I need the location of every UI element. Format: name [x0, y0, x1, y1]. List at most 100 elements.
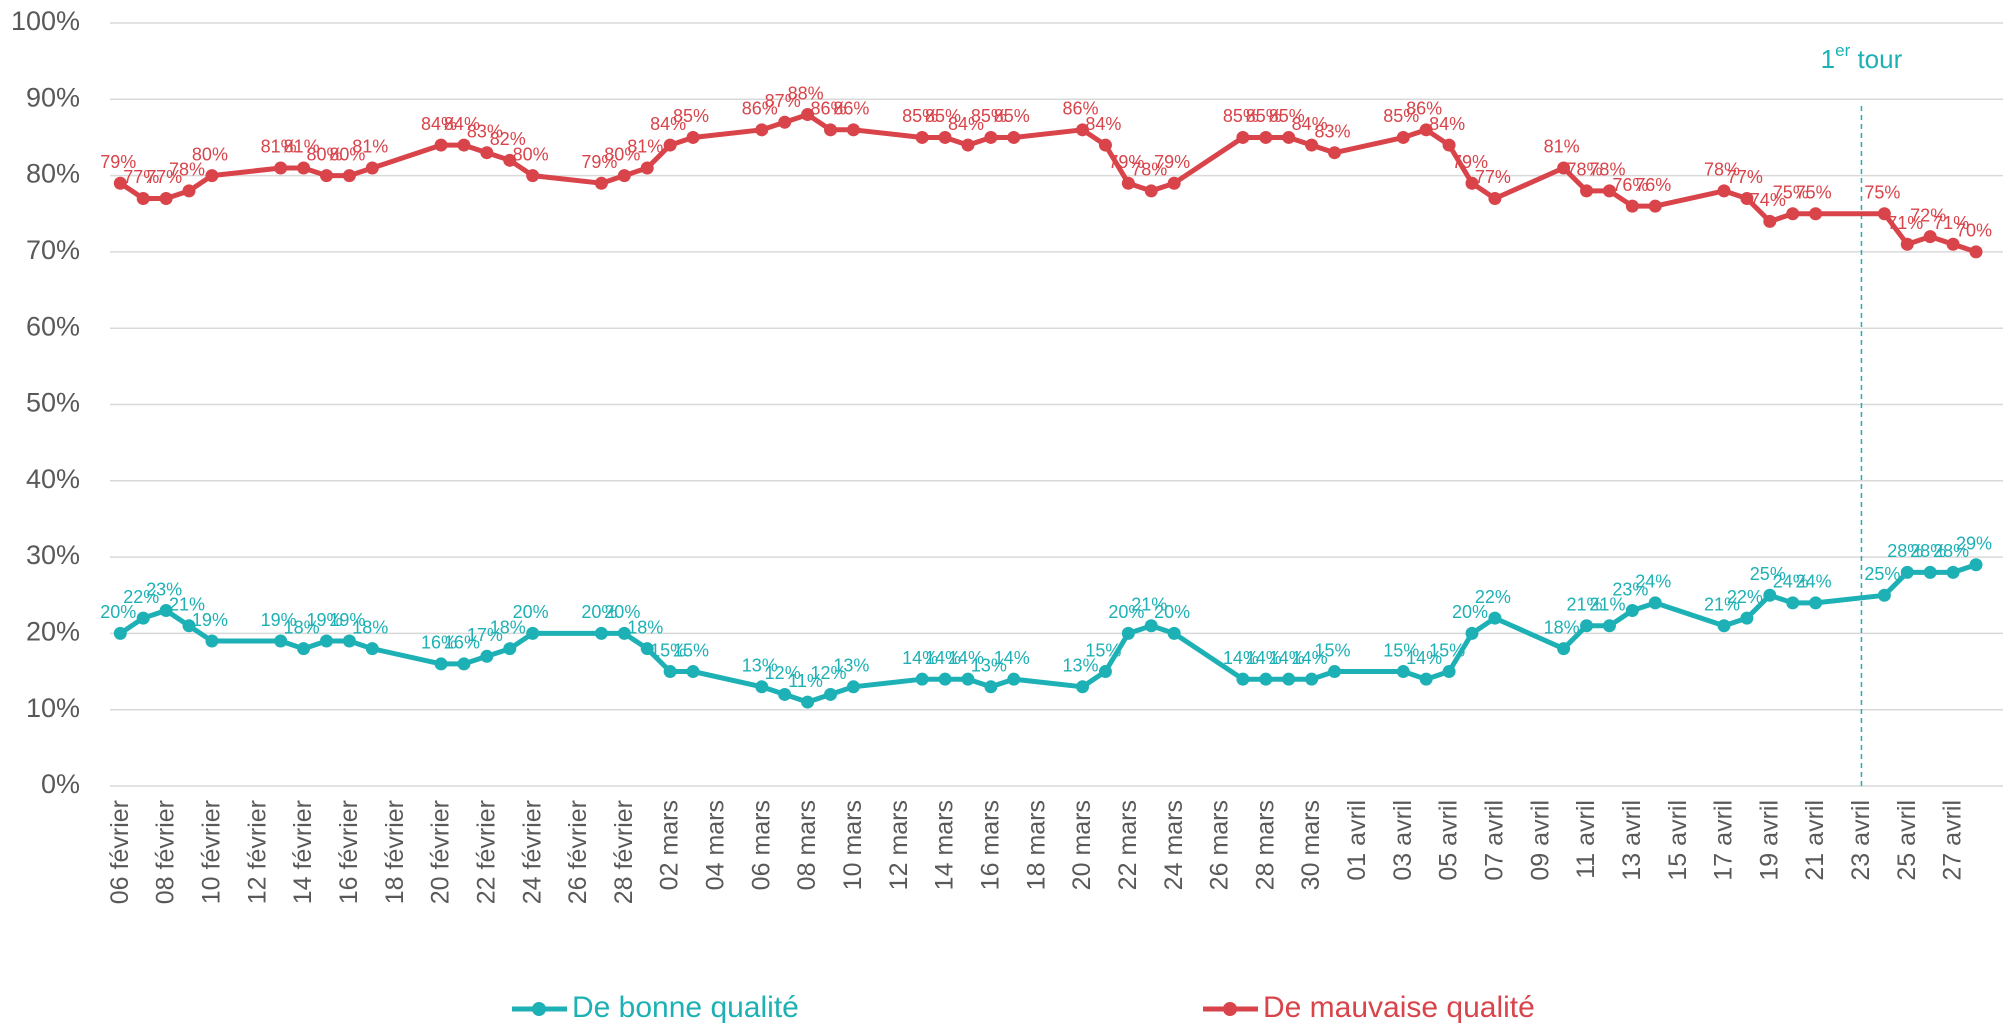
point [480, 146, 494, 160]
data-label: 18% [490, 617, 526, 637]
y-tick-label: 10% [26, 693, 80, 723]
point [159, 604, 173, 618]
data-label: 24% [1796, 572, 1832, 592]
data-label: 78% [169, 160, 205, 180]
data-label: 14% [1223, 648, 1259, 668]
data-label: 22% [1475, 587, 1511, 607]
y-tick-label: 20% [26, 617, 80, 647]
point [1167, 626, 1181, 640]
data-label: 18% [627, 617, 663, 637]
point [1969, 245, 1983, 259]
x-tick-label: 08 mars [793, 800, 821, 890]
x-tick-label: 17 avril [1710, 800, 1738, 881]
data-label: 16% [444, 633, 480, 653]
data-label: 81% [284, 137, 320, 157]
point [1625, 604, 1639, 618]
point [1236, 130, 1250, 144]
point [1786, 596, 1800, 610]
point [1007, 130, 1021, 144]
point [526, 169, 540, 183]
x-tick-label: 18 février [381, 800, 409, 904]
data-label: 14% [1269, 648, 1305, 668]
x-tick-label: 12 février [243, 800, 271, 904]
data-label: 86% [833, 99, 869, 119]
data-label: 83% [467, 121, 503, 141]
data-label: 18% [352, 617, 388, 637]
data-label: 77% [1727, 167, 1763, 187]
point [824, 687, 838, 701]
data-label: 81% [1544, 137, 1580, 157]
annotation-text: 1 [1821, 44, 1835, 74]
data-label: 20% [1452, 602, 1488, 622]
point [1488, 611, 1502, 625]
data-label: 21% [1131, 595, 1167, 615]
y-tick-label: 70% [26, 235, 80, 265]
point [457, 138, 471, 152]
data-label: 85% [1223, 106, 1259, 126]
point [640, 642, 654, 656]
point [1809, 207, 1823, 221]
x-tick-label: 08 février [152, 800, 180, 904]
point [801, 108, 815, 122]
data-label: 22% [1727, 587, 1763, 607]
x-tick-label: 20 mars [1068, 800, 1096, 890]
point [1419, 123, 1433, 137]
point [1167, 176, 1181, 190]
x-tick-label: 16 mars [976, 800, 1004, 890]
point [663, 138, 677, 152]
legend-label: De bonne qualité [572, 991, 799, 1024]
point [1121, 176, 1135, 190]
data-label: 85% [902, 106, 938, 126]
data-label: 75% [1773, 183, 1809, 203]
data-label: 24% [1635, 572, 1671, 592]
data-label: 79% [100, 152, 136, 172]
data-label: 84% [1085, 114, 1121, 134]
x-tick-label: 28 mars [1251, 800, 1279, 890]
point [1282, 130, 1296, 144]
point [1076, 680, 1090, 694]
data-label: 13% [742, 656, 778, 676]
point [1969, 558, 1983, 572]
point [938, 672, 952, 686]
data-label: 79% [1108, 152, 1144, 172]
point [1442, 138, 1456, 152]
point [961, 138, 975, 152]
point [1602, 184, 1616, 198]
data-label: 21% [1567, 595, 1603, 615]
y-tick-label: 100% [11, 6, 80, 36]
point [1488, 191, 1502, 205]
point [755, 680, 769, 694]
data-label: 20% [1108, 602, 1144, 622]
data-label: 15% [1085, 640, 1121, 660]
x-tick-label: 24 mars [1160, 800, 1188, 890]
annotation: 1er tour [1821, 41, 1903, 73]
point [1419, 672, 1433, 686]
point [1236, 672, 1250, 686]
point [1396, 130, 1410, 144]
point [1946, 565, 1960, 579]
data-label: 77% [123, 167, 159, 187]
data-label: 85% [1246, 106, 1282, 126]
data-label: 25% [1750, 564, 1786, 584]
data-label: 83% [1315, 121, 1351, 141]
annotation-superscript: er [1835, 41, 1850, 60]
data-label: 23% [146, 579, 182, 599]
y-tick-label: 90% [26, 82, 80, 112]
point [136, 191, 150, 205]
data-label: 20% [1154, 602, 1190, 622]
data-label: 81% [261, 137, 297, 157]
point [984, 130, 998, 144]
data-label: 14% [994, 648, 1030, 668]
x-tick-label: 30 mars [1297, 800, 1325, 890]
x-tick-label: 23 avril [1847, 800, 1875, 881]
data-label: 21% [1589, 595, 1625, 615]
point [640, 161, 654, 175]
data-label: 14% [925, 648, 961, 668]
data-label: 15% [1315, 640, 1351, 660]
point [1763, 588, 1777, 602]
x-tick-label: 10 février [198, 800, 226, 904]
data-label: 14% [1406, 648, 1442, 668]
data-label: 77% [146, 167, 182, 187]
point [1740, 611, 1754, 625]
